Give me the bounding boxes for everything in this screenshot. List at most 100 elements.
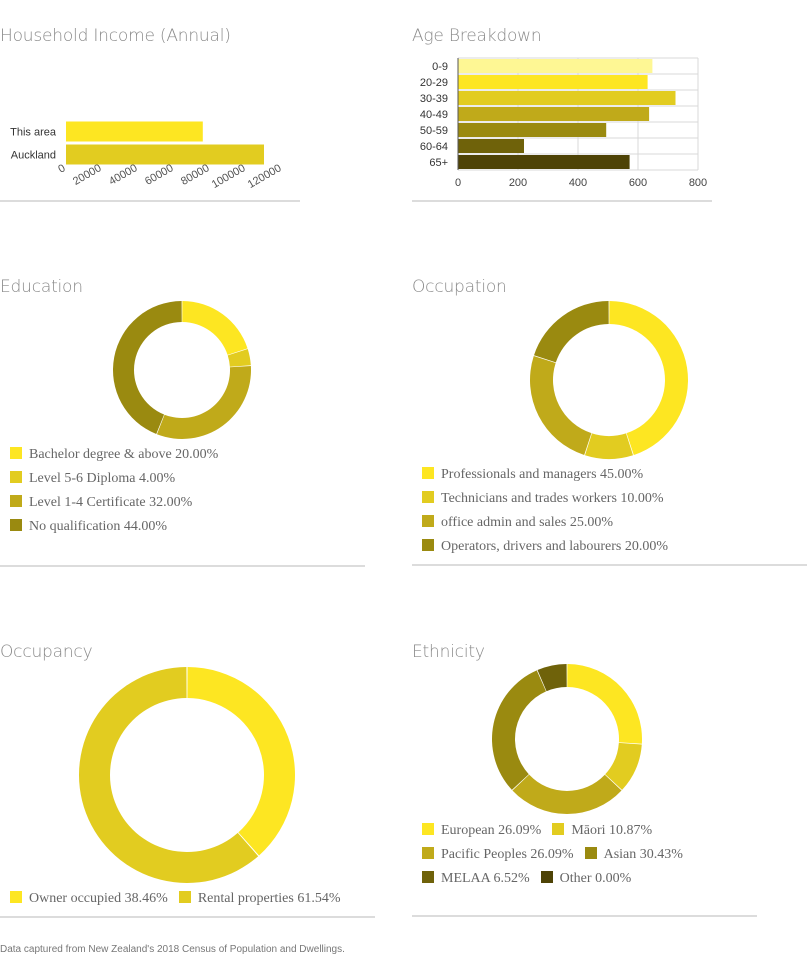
income-tick-label: 80000 [179,162,211,188]
legend-value: 32.00% [149,495,193,510]
legend-label: Owner occupied [29,891,122,906]
education-divider [0,565,365,567]
age-category-label: 0-9 [432,61,448,73]
age-section: Age Breakdown 0 200 400 600 800 0-9 20-29 30-39… [412,26,712,206]
age-bar [458,139,524,153]
ethnicity-legend-item: European 26.09% [412,819,541,843]
age-bar [458,123,607,137]
legend-value: 26.09% [530,847,574,862]
education-slice [227,349,251,367]
legend-value: 44.00% [123,519,168,534]
occupation-slice [533,301,609,363]
age-tick-label: 600 [629,177,647,189]
legend-value: 6.52% [493,871,530,886]
age-category-label: 50-59 [420,125,448,137]
legend-swatch [422,871,434,883]
legend-value: 0.00% [595,871,632,886]
income-tick-label: 120000 [246,162,284,191]
legend-label: Rental properties [197,891,294,906]
age-tick-label: 200 [509,177,527,189]
ethnicity-section: Ethnicity European 26.09% Māori 10.87% Pa… [412,642,757,922]
income-bar [66,144,264,165]
legend-swatch [10,471,22,483]
legend-swatch [178,891,191,903]
age-tick-label: 0 [455,177,461,189]
age-tick-label: 800 [689,177,707,189]
age-tick-label: 400 [569,177,587,189]
age-category-label: 65+ [429,157,448,169]
age-bar [458,155,630,169]
education-slice [112,301,182,435]
ethnicity-slice [512,774,622,814]
occupancy-legend-item: Owner occupied 38.46% [0,887,168,911]
legend-swatch [552,823,565,835]
education-legend-item: Level 5-6 Diploma 4.00% [0,467,175,491]
occupancy-divider [0,916,375,918]
education-title: Education [0,277,83,297]
income-divider [0,200,300,202]
legend-label: Level 5-6 Diploma [29,471,136,486]
education-slice [156,366,251,439]
data-source-note: Data captured from New Zealand's 2018 Ce… [0,944,345,955]
legend-value: 26.09% [498,823,542,838]
age-bar [458,75,648,89]
legend-value: 45.00% [600,467,644,482]
legend-label: MELAA [441,871,490,886]
legend-swatch [422,823,434,835]
legend-label: No qualification [29,519,121,534]
legend-value: 38.46% [124,891,168,906]
occupancy-chart [78,667,295,883]
occupancy-slice [187,667,295,856]
legend-label: Bachelor degree & above [29,447,172,462]
occupation-chart [530,301,688,459]
income-title: Household Income (Annual) [0,26,231,46]
income-category-label: This area [10,127,57,139]
ethnicity-legend: European 26.09% Māori 10.87% Pacific Peop… [412,819,692,891]
income-tick-label: 20000 [71,162,103,188]
legend-label: Asian [603,847,637,862]
age-bar [458,59,653,73]
income-tick-label: 40000 [107,162,139,188]
occupancy-slice [78,667,259,883]
age-chart: 0 200 400 600 800 0-9 20-29 30-39 40-49 50-59 60-6… [420,57,707,189]
ethnicity-slice [537,664,567,692]
ethnicity-slice [567,664,642,744]
ethnicity-chart [492,664,642,814]
occupation-slice [584,433,634,459]
education-legend-item: Level 1-4 Certificate 32.00% [0,491,192,515]
occupation-slice [530,355,592,456]
income-bar [66,121,203,142]
legend-label: Māori [571,823,606,838]
income-category-label: Auckland [11,150,56,162]
legend-label: office admin and sales [441,515,567,530]
occupation-section: Occupation Professionals and managers 45… [412,277,807,577]
legend-swatch [10,495,22,507]
legend-swatch [422,467,434,479]
occupation-divider [412,564,807,566]
occupancy-section: Occupancy Owner occupied 38.46% Rental pr… [0,642,375,922]
age-divider [412,200,712,202]
legend-label: Operators, drivers and labourers [441,539,622,554]
income-tick-label: 0 [56,162,67,175]
age-category-label: 40-49 [420,109,448,121]
legend-value: 20.00% [175,447,219,462]
legend-label: Other [559,871,592,886]
legend-value: 30.43% [639,847,683,862]
legend-swatch [10,891,22,903]
age-category-label: 30-39 [420,93,448,105]
legend-value: 10.00% [620,491,664,506]
occupation-legend: Professionals and managers 45.00% Techni… [412,463,677,559]
legend-label: Professionals and managers [441,467,597,482]
ethnicity-slice [492,670,547,790]
legend-swatch [422,491,434,503]
legend-value: 4.00% [139,471,176,486]
legend-swatch [584,847,597,859]
income-tick-label: 60000 [143,162,175,188]
education-slice [182,301,248,355]
age-title: Age Breakdown [412,26,542,46]
legend-swatch [422,539,434,551]
age-bar [458,107,650,121]
occupation-legend-item: Operators, drivers and labourers 20.00% [412,535,668,559]
education-legend-item: No qualification 44.00% [0,515,167,539]
